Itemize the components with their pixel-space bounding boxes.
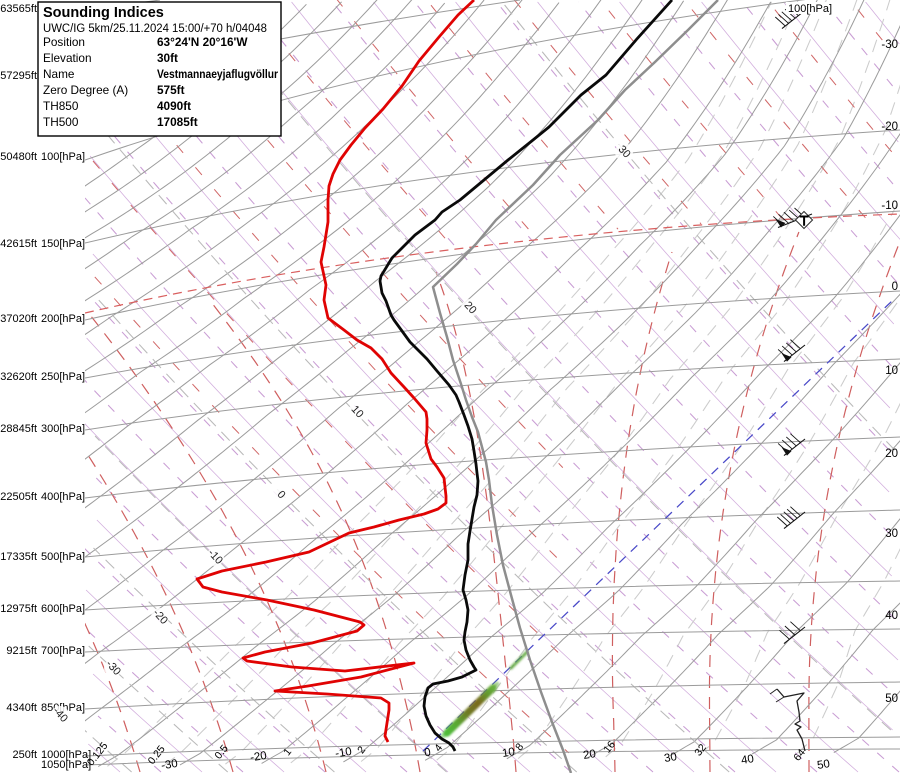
svg-text:500[hPa]: 500[hPa] bbox=[41, 551, 85, 563]
svg-text:12975ft: 12975ft bbox=[0, 603, 37, 615]
svg-text:0: 0 bbox=[423, 747, 431, 760]
svg-text:37020ft: 37020ft bbox=[0, 313, 37, 325]
svg-text:TH850: TH850 bbox=[43, 99, 79, 113]
svg-text:20: 20 bbox=[582, 748, 597, 762]
svg-text:4340ft: 4340ft bbox=[6, 702, 37, 714]
svg-text:400[hPa]: 400[hPa] bbox=[41, 491, 85, 503]
svg-text:30: 30 bbox=[663, 751, 678, 765]
svg-text:150[hPa]: 150[hPa] bbox=[41, 238, 85, 250]
svg-text:1000[hPa]: 1000[hPa] bbox=[41, 749, 91, 761]
svg-text:Position: Position bbox=[43, 35, 85, 49]
svg-text:28845ft: 28845ft bbox=[0, 423, 37, 435]
svg-text:42615ft: 42615ft bbox=[0, 238, 37, 250]
svg-text:50480ft: 50480ft bbox=[0, 151, 37, 163]
svg-text:Zero Degree (A): Zero Degree (A) bbox=[43, 83, 128, 97]
svg-text:200[hPa]: 200[hPa] bbox=[41, 313, 85, 325]
svg-text:Name: Name bbox=[43, 67, 75, 81]
svg-text:100[hPa]: 100[hPa] bbox=[41, 151, 85, 163]
svg-text:-10: -10 bbox=[334, 746, 352, 760]
svg-text:100[hPa]: 100[hPa] bbox=[788, 3, 832, 15]
svg-text:17335ft: 17335ft bbox=[0, 551, 37, 563]
svg-text:50: 50 bbox=[885, 693, 898, 705]
svg-text:250[hPa]: 250[hPa] bbox=[41, 371, 85, 383]
svg-text:1050[hPa]: 1050[hPa] bbox=[41, 759, 91, 771]
svg-text:32620ft: 32620ft bbox=[0, 371, 37, 383]
svg-text:575ft: 575ft bbox=[157, 83, 185, 97]
svg-text:-20: -20 bbox=[881, 121, 898, 133]
svg-text:50: 50 bbox=[816, 758, 831, 772]
svg-text:250ft: 250ft bbox=[13, 749, 37, 761]
svg-text:600[hPa]: 600[hPa] bbox=[41, 603, 85, 615]
svg-text:300[hPa]: 300[hPa] bbox=[41, 423, 85, 435]
svg-text:22505ft: 22505ft bbox=[0, 491, 37, 503]
svg-text:9215ft: 9215ft bbox=[6, 645, 37, 657]
svg-text:63°24'N 20°16'W: 63°24'N 20°16'W bbox=[157, 35, 248, 49]
svg-text:700[hPa]: 700[hPa] bbox=[41, 645, 85, 657]
svg-text:17085ft: 17085ft bbox=[157, 115, 198, 129]
svg-text:10: 10 bbox=[501, 746, 516, 760]
svg-text:Elevation: Elevation bbox=[43, 51, 92, 65]
svg-text:40: 40 bbox=[885, 610, 898, 622]
svg-text:63565ft: 63565ft bbox=[0, 3, 37, 15]
svg-text:10: 10 bbox=[885, 365, 898, 377]
svg-text:-20: -20 bbox=[249, 750, 267, 764]
svg-text:Vestmannaeyjaflugvöllur: Vestmannaeyjaflugvöllur bbox=[157, 67, 278, 81]
svg-text:Sounding Indices: Sounding Indices bbox=[43, 5, 164, 21]
svg-text:57295ft: 57295ft bbox=[0, 70, 37, 82]
svg-text:4090ft: 4090ft bbox=[157, 99, 191, 113]
svg-text:30: 30 bbox=[885, 528, 898, 540]
svg-text:-10: -10 bbox=[881, 200, 898, 212]
svg-text:20: 20 bbox=[885, 448, 898, 460]
svg-text:-30: -30 bbox=[881, 39, 898, 51]
svg-text:40: 40 bbox=[740, 753, 755, 767]
svg-text:30ft: 30ft bbox=[157, 51, 178, 65]
svg-text:0: 0 bbox=[892, 281, 898, 293]
svg-text:UWC/IG 5km/25.11.2024 15:00/+7: UWC/IG 5km/25.11.2024 15:00/+70 h/04048 bbox=[43, 23, 267, 35]
svg-text:TH500: TH500 bbox=[43, 115, 79, 129]
svg-text:-30: -30 bbox=[160, 758, 178, 772]
